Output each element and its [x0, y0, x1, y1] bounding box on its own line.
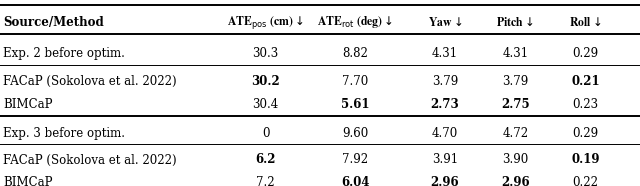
Text: 3.90: 3.90: [502, 153, 529, 166]
Text: 0.21: 0.21: [572, 75, 600, 88]
Text: FACaP (Sokolova et al. 2022): FACaP (Sokolova et al. 2022): [3, 75, 177, 88]
Text: ATE$_{\rm pos}$ (cm)$\downarrow$: ATE$_{\rm pos}$ (cm)$\downarrow$: [227, 14, 304, 31]
Text: 4.31: 4.31: [502, 47, 528, 60]
Text: 6.2: 6.2: [255, 153, 276, 166]
Text: Exp. 2 before optim.: Exp. 2 before optim.: [3, 47, 125, 60]
Text: 0.23: 0.23: [573, 98, 598, 111]
Text: Yaw$\downarrow$: Yaw$\downarrow$: [428, 16, 462, 29]
Text: 6.04: 6.04: [341, 176, 369, 186]
Text: BIMCaP: BIMCaP: [3, 176, 52, 186]
Text: 7.2: 7.2: [256, 176, 275, 186]
Text: 30.2: 30.2: [252, 75, 280, 88]
Text: 3.79: 3.79: [502, 75, 529, 88]
Text: 4.72: 4.72: [502, 127, 528, 140]
Text: 30.4: 30.4: [252, 98, 279, 111]
Text: 0.29: 0.29: [573, 47, 598, 60]
Text: Exp. 3 before optim.: Exp. 3 before optim.: [3, 127, 125, 140]
Text: Pitch$\downarrow$: Pitch$\downarrow$: [496, 16, 534, 29]
Text: 0: 0: [262, 127, 269, 140]
Text: 2.73: 2.73: [431, 98, 459, 111]
Text: 0.29: 0.29: [573, 127, 598, 140]
Text: 9.60: 9.60: [342, 127, 369, 140]
Text: 3.79: 3.79: [431, 75, 458, 88]
Text: 2.96: 2.96: [501, 176, 529, 186]
Text: FACaP (Sokolova et al. 2022): FACaP (Sokolova et al. 2022): [3, 153, 177, 166]
Text: Source/Method: Source/Method: [3, 16, 104, 29]
Text: 7.92: 7.92: [342, 153, 368, 166]
Text: 3.91: 3.91: [432, 153, 458, 166]
Text: 7.70: 7.70: [342, 75, 369, 88]
Text: BIMCaP: BIMCaP: [3, 98, 52, 111]
Text: 8.82: 8.82: [342, 47, 368, 60]
Text: 0.19: 0.19: [572, 153, 600, 166]
Text: 4.31: 4.31: [432, 47, 458, 60]
Text: 4.70: 4.70: [431, 127, 458, 140]
Text: Roll$\downarrow$: Roll$\downarrow$: [570, 16, 602, 29]
Text: 30.3: 30.3: [252, 47, 279, 60]
Text: 5.61: 5.61: [341, 98, 369, 111]
Text: 0.22: 0.22: [573, 176, 598, 186]
Text: ATE$_{\rm rot}$ (deg)$\downarrow$: ATE$_{\rm rot}$ (deg)$\downarrow$: [317, 14, 394, 30]
Text: 2.96: 2.96: [431, 176, 459, 186]
Text: 2.75: 2.75: [501, 98, 529, 111]
